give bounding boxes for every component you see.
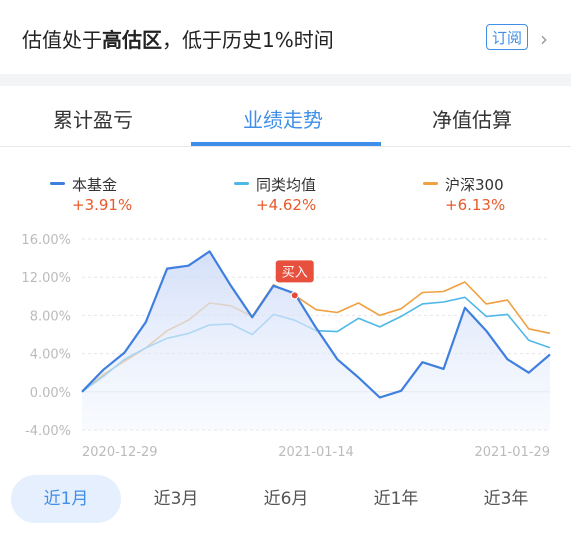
- legend-value-csi300: +6.13%: [445, 196, 506, 214]
- legend-value-peer-average: +4.62%: [256, 196, 317, 214]
- range-3m-button[interactable]: 近3月: [153, 489, 199, 509]
- y-tick-label: -4.00%: [25, 424, 71, 439]
- valuation-level: 高估区: [102, 28, 162, 52]
- active-tab-indicator: [191, 142, 381, 146]
- performance-chart[interactable]: 16.00% 12.00% 8.00% 4.00% 0.00% -4.00% 2020-12…: [0, 226, 571, 466]
- buy-marker-dot: [290, 291, 299, 300]
- legend-line-csi300: [423, 182, 438, 185]
- y-tick-label: 0.00%: [30, 386, 71, 401]
- valuation-suffix: ，低于历史1%时间: [162, 28, 334, 52]
- range-1m-button[interactable]: 近1月: [11, 475, 121, 523]
- x-tick-label: 2020-12-29: [82, 445, 158, 460]
- performance-card: 累计盈亏 业绩走势 净值估算 本基金 +3.91% 同类均值 +4.62% 沪深…: [0, 86, 571, 542]
- tab-cumulative-pnl[interactable]: 累计盈亏: [53, 108, 133, 132]
- range-3y-button[interactable]: 近3年: [483, 489, 529, 509]
- valuation-card[interactable]: 估值处于高估区，低于历史1%时间 订阅 ›: [0, 0, 571, 74]
- legend-line-fund: [50, 182, 65, 185]
- legend-name-csi300: 沪深300: [445, 176, 504, 194]
- legend-value-fund: +3.91%: [72, 196, 133, 214]
- legend-line-peer-average: [234, 182, 249, 185]
- valuation-prefix: 估值处于: [22, 28, 102, 52]
- series-line-0: [81, 250, 551, 399]
- y-tick-label: 12.00%: [21, 271, 71, 286]
- buy-marker-badge: [275, 260, 314, 283]
- tab-nav-estimate[interactable]: 净值估算: [432, 108, 512, 132]
- valuation-text: 估值处于高估区，低于历史1%时间: [22, 24, 334, 53]
- y-tick-label: 4.00%: [30, 348, 71, 363]
- x-tick-label: 2021-01-14: [278, 445, 354, 460]
- y-tick-label: 16.00%: [21, 233, 71, 248]
- tab-performance-trend[interactable]: 业绩走势: [243, 108, 323, 132]
- range-6m-button[interactable]: 近6月: [263, 489, 309, 509]
- tab-divider: [0, 146, 571, 147]
- buy-marker-label: 买入: [282, 265, 308, 280]
- series-area-0: [82, 251, 550, 430]
- subscribe-button[interactable]: 订阅: [486, 24, 528, 50]
- x-tick-label: 2021-01-29: [474, 445, 550, 460]
- chevron-right-icon[interactable]: ›: [540, 27, 548, 51]
- range-1y-button[interactable]: 近1年: [373, 489, 419, 509]
- legend-name-fund: 本基金: [72, 176, 118, 194]
- legend-name-peer-average: 同类均值: [256, 176, 317, 194]
- y-tick-label: 8.00%: [30, 309, 71, 324]
